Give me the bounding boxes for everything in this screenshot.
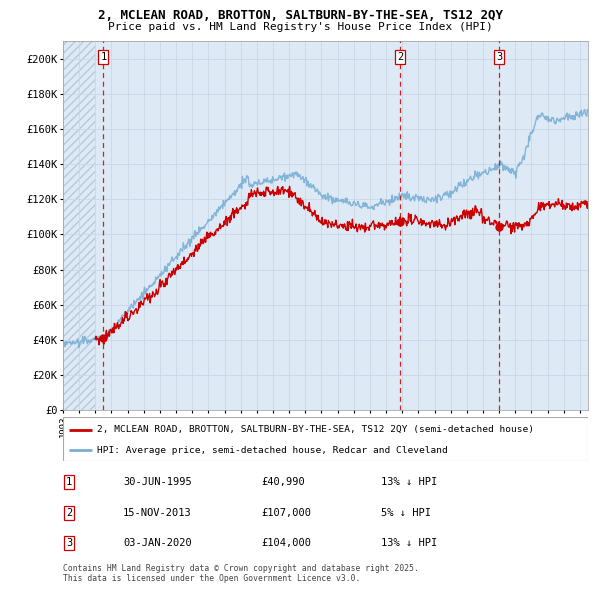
Text: 1: 1 <box>100 53 107 63</box>
Text: 2: 2 <box>397 53 403 63</box>
Text: 2, MCLEAN ROAD, BROTTON, SALTBURN-BY-THE-SEA, TS12 2QY (semi-detached house): 2, MCLEAN ROAD, BROTTON, SALTBURN-BY-THE… <box>97 425 534 434</box>
Text: 13% ↓ HPI: 13% ↓ HPI <box>381 539 437 548</box>
Text: Price paid vs. HM Land Registry's House Price Index (HPI): Price paid vs. HM Land Registry's House … <box>107 22 493 32</box>
Text: 30-JUN-1995: 30-JUN-1995 <box>123 477 192 487</box>
Text: 13% ↓ HPI: 13% ↓ HPI <box>381 477 437 487</box>
Text: 3: 3 <box>66 539 72 548</box>
Text: 03-JAN-2020: 03-JAN-2020 <box>123 539 192 548</box>
Text: 3: 3 <box>496 53 503 63</box>
Text: £104,000: £104,000 <box>261 539 311 548</box>
Text: 2: 2 <box>66 508 72 517</box>
Text: 5% ↓ HPI: 5% ↓ HPI <box>381 508 431 517</box>
Text: 15-NOV-2013: 15-NOV-2013 <box>123 508 192 517</box>
Text: 1: 1 <box>66 477 72 487</box>
Text: £40,990: £40,990 <box>261 477 305 487</box>
Text: £107,000: £107,000 <box>261 508 311 517</box>
Polygon shape <box>63 41 95 410</box>
Text: 2, MCLEAN ROAD, BROTTON, SALTBURN-BY-THE-SEA, TS12 2QY: 2, MCLEAN ROAD, BROTTON, SALTBURN-BY-THE… <box>97 9 503 22</box>
Text: Contains HM Land Registry data © Crown copyright and database right 2025.
This d: Contains HM Land Registry data © Crown c… <box>63 563 419 583</box>
Text: HPI: Average price, semi-detached house, Redcar and Cleveland: HPI: Average price, semi-detached house,… <box>97 446 448 455</box>
